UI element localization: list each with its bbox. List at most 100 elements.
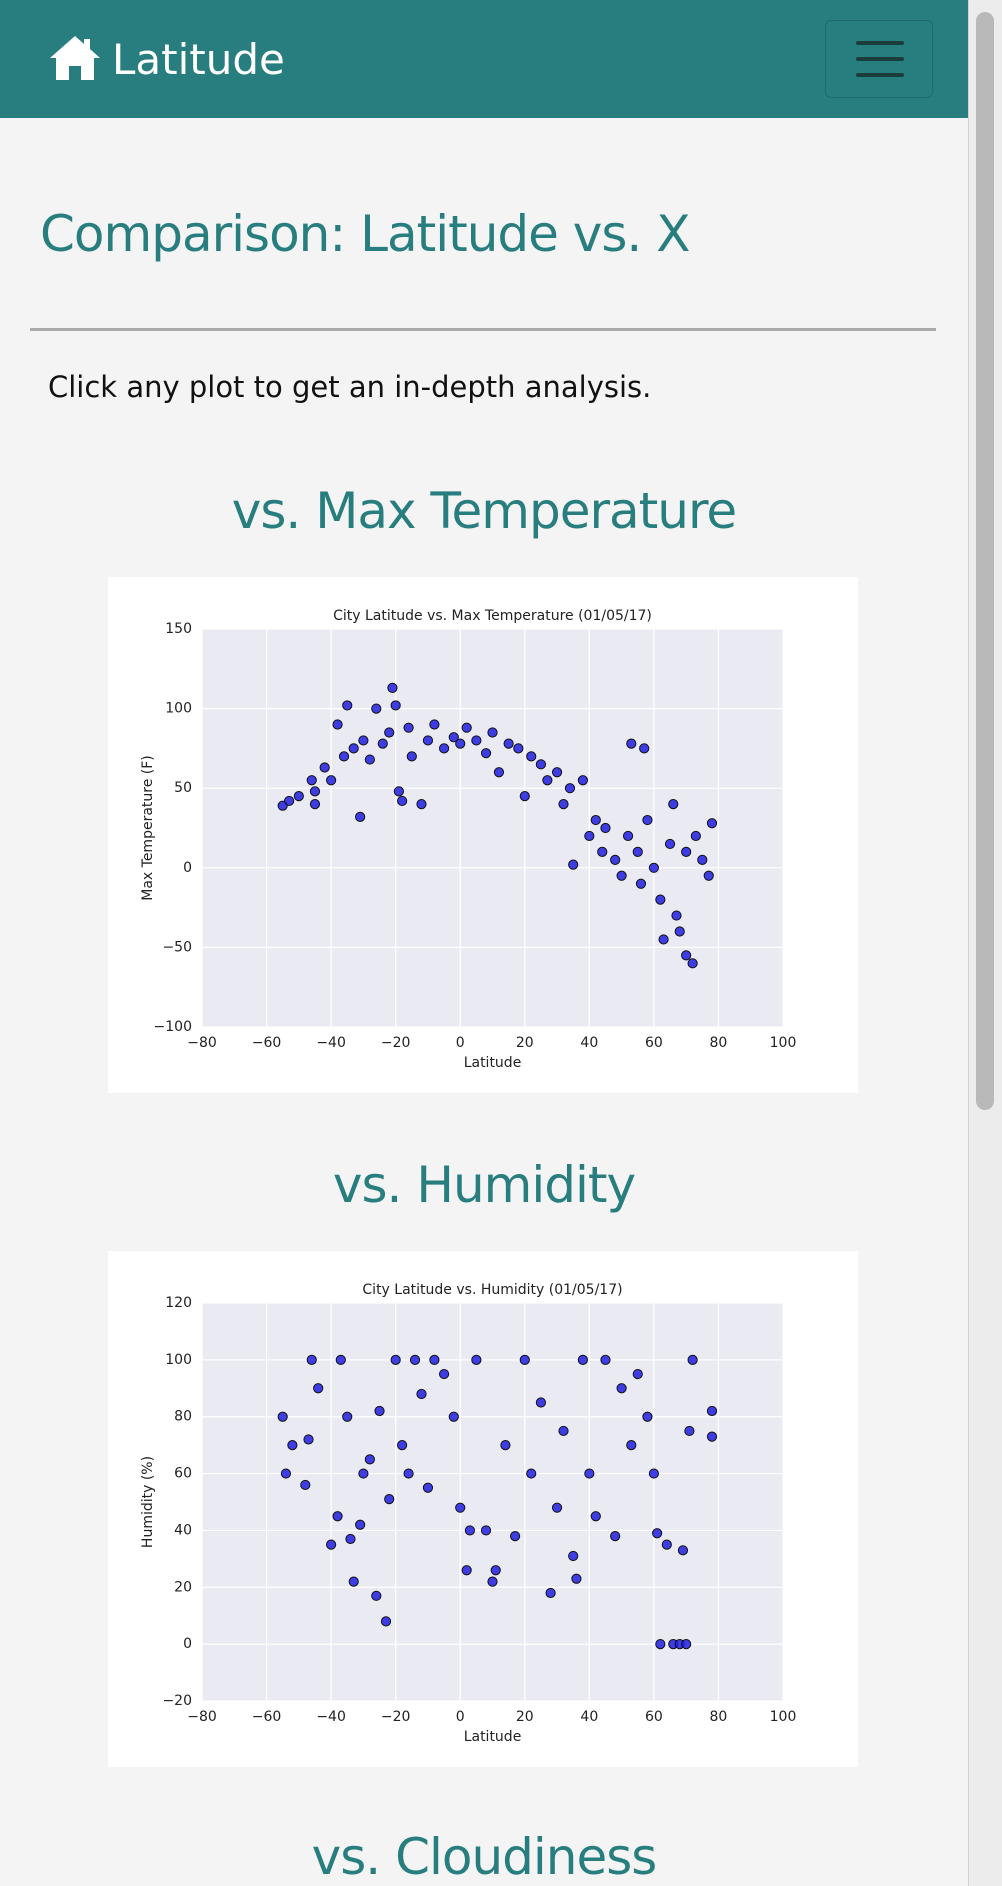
- x-tick-label: 60: [645, 1709, 663, 1725]
- scatter-point: [648, 1468, 659, 1479]
- scatter-point: [397, 1440, 408, 1451]
- scatter-point: [632, 1368, 643, 1380]
- y-axis-label: Max Temperature (F): [140, 755, 156, 901]
- scatter-point: [306, 1354, 317, 1365]
- scatter-point: [355, 811, 366, 822]
- scrollbar-thumb[interactable]: [976, 12, 994, 1110]
- scatter-point: [429, 1354, 440, 1365]
- y-tick-label: 0: [183, 860, 192, 876]
- scatter-point: [639, 743, 650, 754]
- scatter-point: [655, 894, 666, 905]
- y-tick-label: 60: [174, 1466, 192, 1482]
- scatter-point: [358, 735, 369, 746]
- y-tick-label: 0: [183, 1636, 192, 1652]
- brand[interactable]: Latitude: [112, 35, 285, 84]
- scatter-point: [519, 791, 530, 802]
- x-tick-label: 100: [770, 1709, 797, 1725]
- navbar: Latitude: [0, 0, 968, 118]
- scatter-point: [690, 830, 701, 842]
- x-tick-label: −20: [381, 1709, 411, 1725]
- y-axis-label: Humidity (%): [140, 1456, 156, 1548]
- scatter-point: [287, 1440, 298, 1451]
- menu-toggle[interactable]: [825, 20, 933, 98]
- scatter-point: [513, 743, 524, 754]
- scatter-point: [542, 775, 553, 786]
- x-tick-label: −80: [187, 1709, 217, 1725]
- scatter-point: [461, 1565, 472, 1576]
- scatter-point: [438, 743, 450, 754]
- scatter-point: [568, 1550, 579, 1562]
- scatter-point: [622, 830, 634, 842]
- scatter-point: [371, 1590, 382, 1601]
- scatter-point: [416, 799, 427, 810]
- scatter-point: [416, 1388, 427, 1400]
- x-tick-label: 40: [580, 1709, 598, 1725]
- scatter-point: [364, 754, 375, 765]
- scatter-point: [526, 751, 537, 762]
- x-tick-label: −20: [381, 1035, 411, 1051]
- scatter-point: [409, 1354, 421, 1365]
- scatter-point: [345, 1533, 356, 1545]
- scatter-point: [703, 870, 714, 881]
- scatter-point: [681, 846, 692, 857]
- scatter-point: [332, 1511, 343, 1522]
- scatter-point: [309, 799, 321, 810]
- scatter-point: [332, 719, 343, 730]
- plot-image[interactable]: City Latitude vs. Humidity (01/05/17) −80…: [108, 1251, 858, 1767]
- plot-area: [202, 1303, 783, 1701]
- scatter-point: [535, 1397, 547, 1408]
- scatter-point: [348, 1576, 359, 1587]
- scatter-point: [300, 1479, 311, 1491]
- chart-title: City Latitude vs. Max Temperature (01/05…: [333, 608, 652, 624]
- scatter-point: [551, 1502, 563, 1513]
- scatter-point: [610, 1531, 621, 1542]
- scatter-point: [377, 738, 388, 749]
- scatter-point: [697, 854, 708, 865]
- y-tick-label: 80: [174, 1409, 192, 1425]
- scatter-point: [584, 1468, 595, 1479]
- x-tick-label: −80: [187, 1035, 217, 1051]
- section-heading: vs. Humidity: [332, 1156, 636, 1214]
- y-tick-label: 120: [165, 1295, 192, 1311]
- scatter-point: [558, 1425, 569, 1437]
- section-heading: vs. Max Temperature: [231, 482, 737, 540]
- scatter-point: [519, 1354, 530, 1365]
- scatter-point: [461, 722, 472, 733]
- scatter-point: [655, 1639, 666, 1650]
- scatter-point: [342, 1411, 353, 1422]
- scatter-point: [635, 878, 647, 889]
- scatter-point: [658, 934, 669, 945]
- x-tick-label: 40: [580, 1035, 598, 1051]
- scatter-point: [319, 762, 330, 773]
- plot-image[interactable]: City Latitude vs. Max Temperature (01/05…: [108, 577, 858, 1093]
- scatter-point: [374, 1405, 385, 1417]
- scatter-point: [674, 926, 685, 937]
- intro-text: Click any plot to get an in-depth analys…: [48, 370, 652, 404]
- scatter-point: [706, 1405, 718, 1417]
- scatter-point: [706, 1431, 718, 1442]
- scatter-point: [493, 767, 505, 778]
- x-tick-label: −40: [316, 1709, 346, 1725]
- home-icon[interactable]: [48, 34, 102, 82]
- scatter-point: [464, 1525, 476, 1536]
- x-tick-label: −60: [252, 1709, 282, 1725]
- scatter-point: [422, 735, 434, 746]
- scatter-point: [626, 738, 637, 749]
- scatter-point: [448, 732, 459, 743]
- scatter-point: [284, 795, 295, 807]
- scatter-point: [403, 1468, 414, 1479]
- scatter-point: [480, 748, 492, 759]
- scatter-point: [671, 910, 682, 921]
- x-axis-label: Latitude: [464, 1055, 522, 1071]
- scatter-point: [526, 1468, 537, 1479]
- scatter-point: [535, 759, 547, 770]
- plot-area: [202, 629, 783, 1027]
- scatter-point: [652, 1528, 663, 1539]
- scatter-point: [326, 775, 337, 786]
- scatter-point: [471, 1354, 482, 1365]
- y-tick-label: −100: [154, 1019, 192, 1035]
- scatter-point: [280, 1468, 292, 1479]
- scatter-point: [677, 1545, 689, 1556]
- x-tick-label: 60: [645, 1035, 663, 1051]
